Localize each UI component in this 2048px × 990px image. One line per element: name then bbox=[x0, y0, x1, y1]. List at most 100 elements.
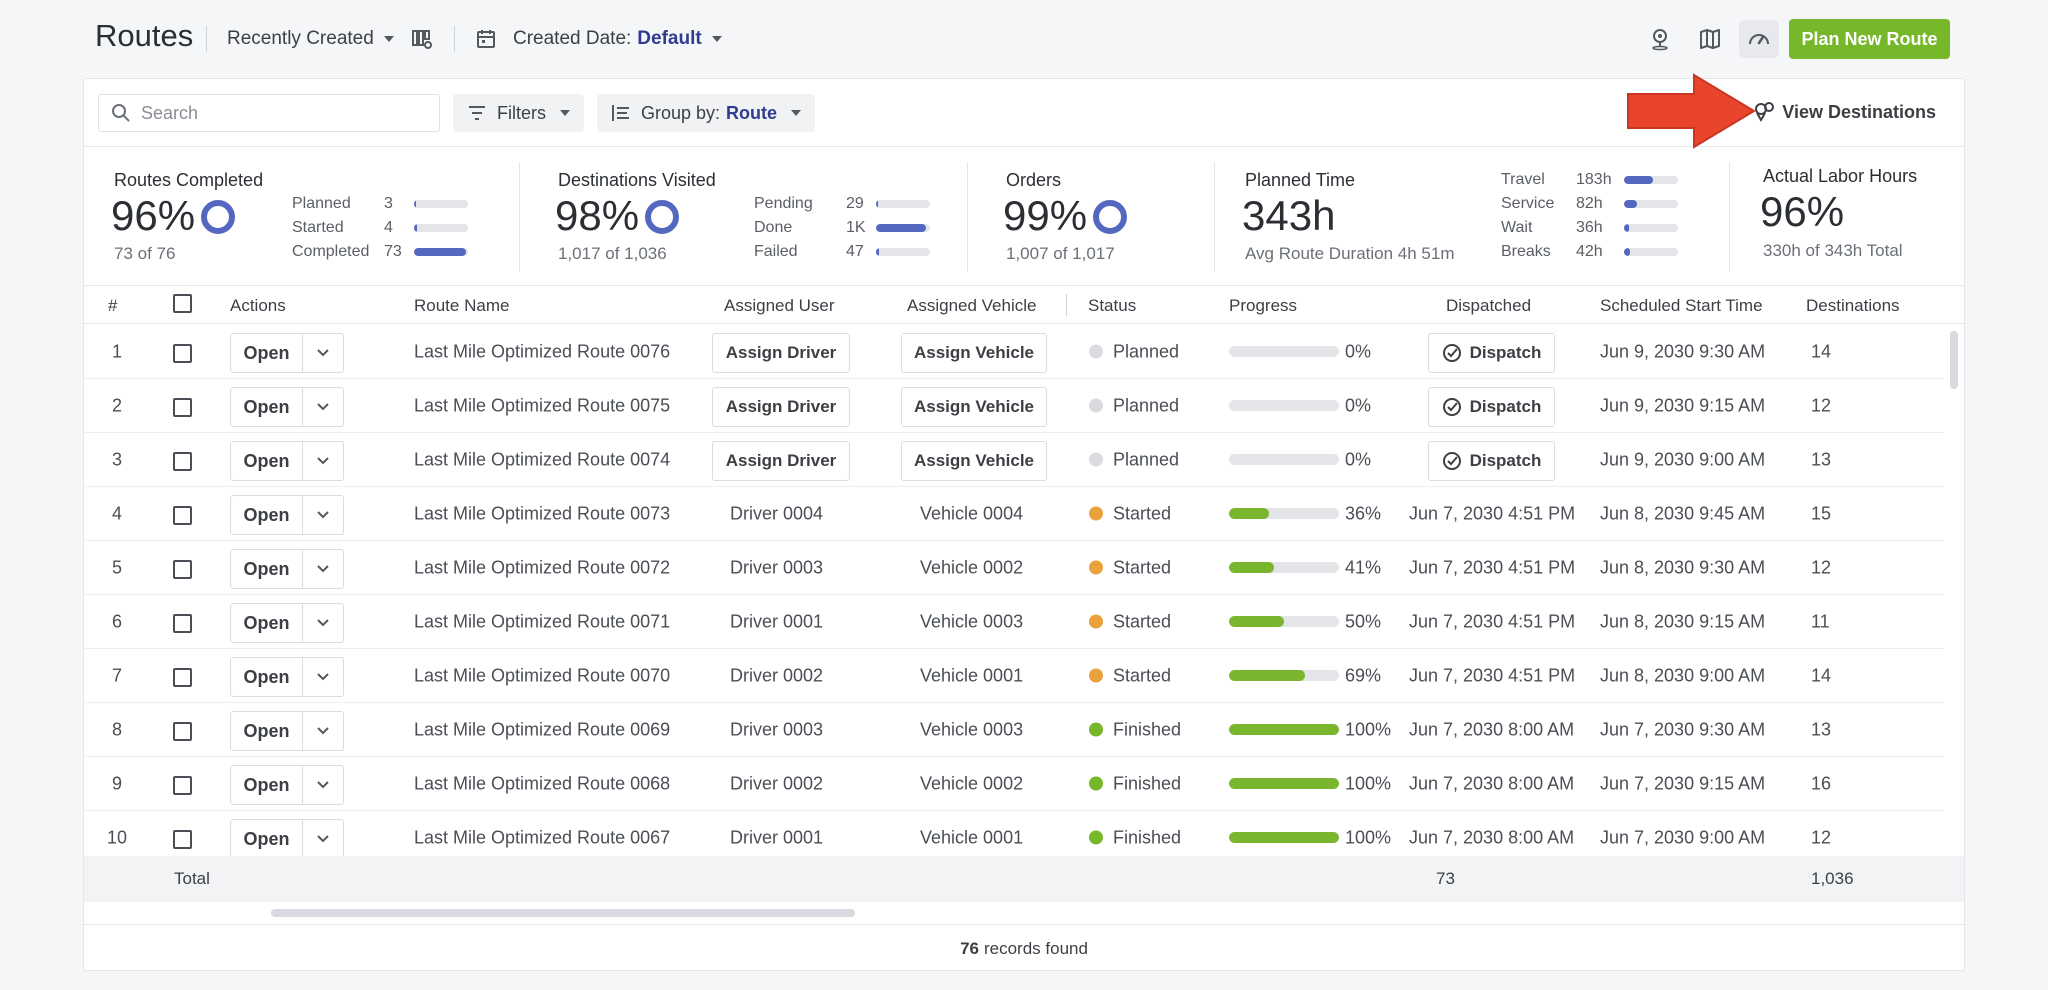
assign-vehicle-button[interactable]: Assign Vehicle bbox=[901, 333, 1047, 373]
dispatch-button[interactable]: Dispatch bbox=[1428, 333, 1555, 373]
dispatch-button[interactable]: Dispatch bbox=[1428, 387, 1555, 427]
search-input[interactable] bbox=[141, 102, 421, 124]
more-actions-button[interactable] bbox=[303, 388, 343, 426]
route-name[interactable]: Last Mile Optimized Route 0069 bbox=[414, 719, 671, 739]
open-button[interactable]: Open bbox=[231, 658, 303, 696]
search-box[interactable] bbox=[98, 94, 440, 132]
created-date-filter[interactable]: Created Date: Default bbox=[475, 28, 722, 50]
more-actions-button[interactable] bbox=[303, 712, 343, 750]
route-name[interactable]: Last Mile Optimized Route 0070 bbox=[414, 665, 671, 685]
table-row[interactable]: 7 Open Last Mile Optimized Route 0070 Drive… bbox=[84, 649, 1944, 703]
row-number: 10 bbox=[107, 827, 128, 847]
table-row[interactable]: 1 Open Last Mile Optimized Route 0076 Assig… bbox=[84, 325, 1944, 379]
route-name[interactable]: Last Mile Optimized Route 0076 bbox=[414, 341, 671, 361]
more-actions-button[interactable] bbox=[303, 820, 343, 858]
stat-title: Actual Labor Hours bbox=[1763, 166, 1918, 186]
open-button[interactable]: Open bbox=[231, 820, 303, 858]
horizontal-scrollbar[interactable] bbox=[271, 909, 855, 917]
col-assigned-vehicle[interactable]: Assigned Vehicle bbox=[907, 296, 1037, 315]
assigned-user[interactable]: Driver 0004 bbox=[730, 503, 824, 523]
more-actions-button[interactable] bbox=[303, 604, 343, 642]
assigned-vehicle[interactable]: Vehicle 0002 bbox=[920, 773, 1024, 793]
assigned-user[interactable]: Driver 0003 bbox=[730, 557, 824, 577]
location-button[interactable] bbox=[1640, 20, 1680, 58]
dashboard-view-button[interactable] bbox=[1739, 20, 1779, 58]
view-destinations-link[interactable]: View Destinations bbox=[1752, 101, 1936, 123]
filters-button[interactable]: Filters bbox=[453, 94, 584, 132]
plan-new-route-button[interactable]: Plan New Route bbox=[1789, 19, 1950, 59]
route-name[interactable]: Last Mile Optimized Route 0072 bbox=[414, 557, 671, 577]
open-button[interactable]: Open bbox=[231, 388, 303, 426]
row-checkbox[interactable] bbox=[173, 506, 192, 530]
assigned-user[interactable]: Driver 0003 bbox=[730, 719, 824, 739]
col-dispatched[interactable]: Dispatched bbox=[1446, 296, 1532, 315]
table-row[interactable]: 5 Open Last Mile Optimized Route 0072 Drive… bbox=[84, 541, 1944, 595]
assigned-user[interactable]: Driver 0001 bbox=[730, 827, 824, 847]
row-checkbox[interactable] bbox=[173, 830, 192, 854]
row-checkbox[interactable] bbox=[173, 614, 192, 638]
sort-dropdown[interactable]: Recently Created bbox=[227, 28, 394, 50]
col-assigned-user[interactable]: Assigned User bbox=[724, 296, 835, 315]
more-actions-button[interactable] bbox=[303, 442, 343, 480]
annotation-arrow-icon bbox=[1627, 73, 1756, 149]
table-row[interactable]: 8 Open Last Mile Optimized Route 0069 Drive… bbox=[84, 703, 1944, 757]
row-checkbox[interactable] bbox=[173, 668, 192, 692]
more-actions-button[interactable] bbox=[303, 334, 343, 372]
assigned-vehicle[interactable]: Vehicle 0003 bbox=[920, 719, 1024, 739]
assigned-user[interactable]: Driver 0001 bbox=[730, 611, 824, 631]
assigned-user[interactable]: Driver 0002 bbox=[730, 773, 824, 793]
group-by-dropdown[interactable]: Group by: Route bbox=[597, 94, 816, 132]
col-progress[interactable]: Progress bbox=[1229, 296, 1298, 315]
assigned-vehicle[interactable]: Vehicle 0001 bbox=[920, 665, 1024, 685]
dispatch-button[interactable]: Dispatch bbox=[1428, 441, 1555, 481]
open-button[interactable]: Open bbox=[231, 550, 303, 588]
row-checkbox[interactable] bbox=[173, 776, 192, 800]
assign-driver-button[interactable]: Assign Driver bbox=[712, 333, 850, 373]
route-name[interactable]: Last Mile Optimized Route 0068 bbox=[414, 773, 671, 793]
assign-driver-button[interactable]: Assign Driver bbox=[712, 387, 850, 427]
assigned-vehicle[interactable]: Vehicle 0002 bbox=[920, 557, 1024, 577]
row-checkbox[interactable] bbox=[173, 398, 192, 422]
more-actions-button[interactable] bbox=[303, 766, 343, 804]
assigned-vehicle[interactable]: Vehicle 0004 bbox=[920, 503, 1024, 523]
col-status[interactable]: Status bbox=[1088, 296, 1137, 315]
route-name[interactable]: Last Mile Optimized Route 0067 bbox=[414, 827, 671, 847]
select-all-checkbox[interactable] bbox=[173, 294, 192, 318]
vertical-scrollbar[interactable] bbox=[1950, 331, 1958, 389]
more-actions-button[interactable] bbox=[303, 658, 343, 696]
column-resizer[interactable] bbox=[1066, 294, 1067, 316]
open-button[interactable]: Open bbox=[231, 334, 303, 372]
assign-vehicle-button[interactable]: Assign Vehicle bbox=[901, 387, 1047, 427]
route-name[interactable]: Last Mile Optimized Route 0071 bbox=[414, 611, 671, 631]
col-scheduled-start[interactable]: Scheduled Start Time bbox=[1600, 296, 1763, 315]
route-name[interactable]: Last Mile Optimized Route 0075 bbox=[414, 395, 671, 415]
assign-vehicle-button[interactable]: Assign Vehicle bbox=[901, 441, 1047, 481]
open-button[interactable]: Open bbox=[231, 442, 303, 480]
assigned-vehicle[interactable]: Vehicle 0001 bbox=[920, 827, 1024, 847]
stat-value: 96% bbox=[1760, 188, 1845, 235]
table-row[interactable]: 9 Open Last Mile Optimized Route 0068 Drive… bbox=[84, 757, 1944, 811]
more-actions-button[interactable] bbox=[303, 496, 343, 534]
route-name[interactable]: Last Mile Optimized Route 0074 bbox=[414, 449, 671, 469]
table-row[interactable]: 3 Open Last Mile Optimized Route 0074 Assig… bbox=[84, 433, 1944, 487]
route-name[interactable]: Last Mile Optimized Route 0073 bbox=[414, 503, 671, 523]
table-row[interactable]: 2 Open Last Mile Optimized Route 0075 Assig… bbox=[84, 379, 1944, 433]
row-checkbox[interactable] bbox=[173, 560, 192, 584]
col-route-name[interactable]: Route Name bbox=[414, 296, 510, 315]
assign-driver-button[interactable]: Assign Driver bbox=[712, 441, 850, 481]
row-checkbox[interactable] bbox=[173, 452, 192, 476]
row-checkbox[interactable] bbox=[173, 722, 192, 746]
more-actions-button[interactable] bbox=[303, 550, 343, 588]
column-settings-button[interactable] bbox=[402, 20, 442, 58]
open-button[interactable]: Open bbox=[231, 496, 303, 534]
map-view-button[interactable] bbox=[1690, 20, 1730, 58]
table-row[interactable]: 6 Open Last Mile Optimized Route 0071 Drive… bbox=[84, 595, 1944, 649]
open-button[interactable]: Open bbox=[231, 712, 303, 750]
row-checkbox[interactable] bbox=[173, 344, 192, 368]
col-destinations[interactable]: Destinations bbox=[1806, 296, 1900, 315]
assigned-user[interactable]: Driver 0002 bbox=[730, 665, 824, 685]
open-button[interactable]: Open bbox=[231, 766, 303, 804]
table-row[interactable]: 4 Open Last Mile Optimized Route 0073 Drive… bbox=[84, 487, 1944, 541]
assigned-vehicle[interactable]: Vehicle 0003 bbox=[920, 611, 1024, 631]
open-button[interactable]: Open bbox=[231, 604, 303, 642]
